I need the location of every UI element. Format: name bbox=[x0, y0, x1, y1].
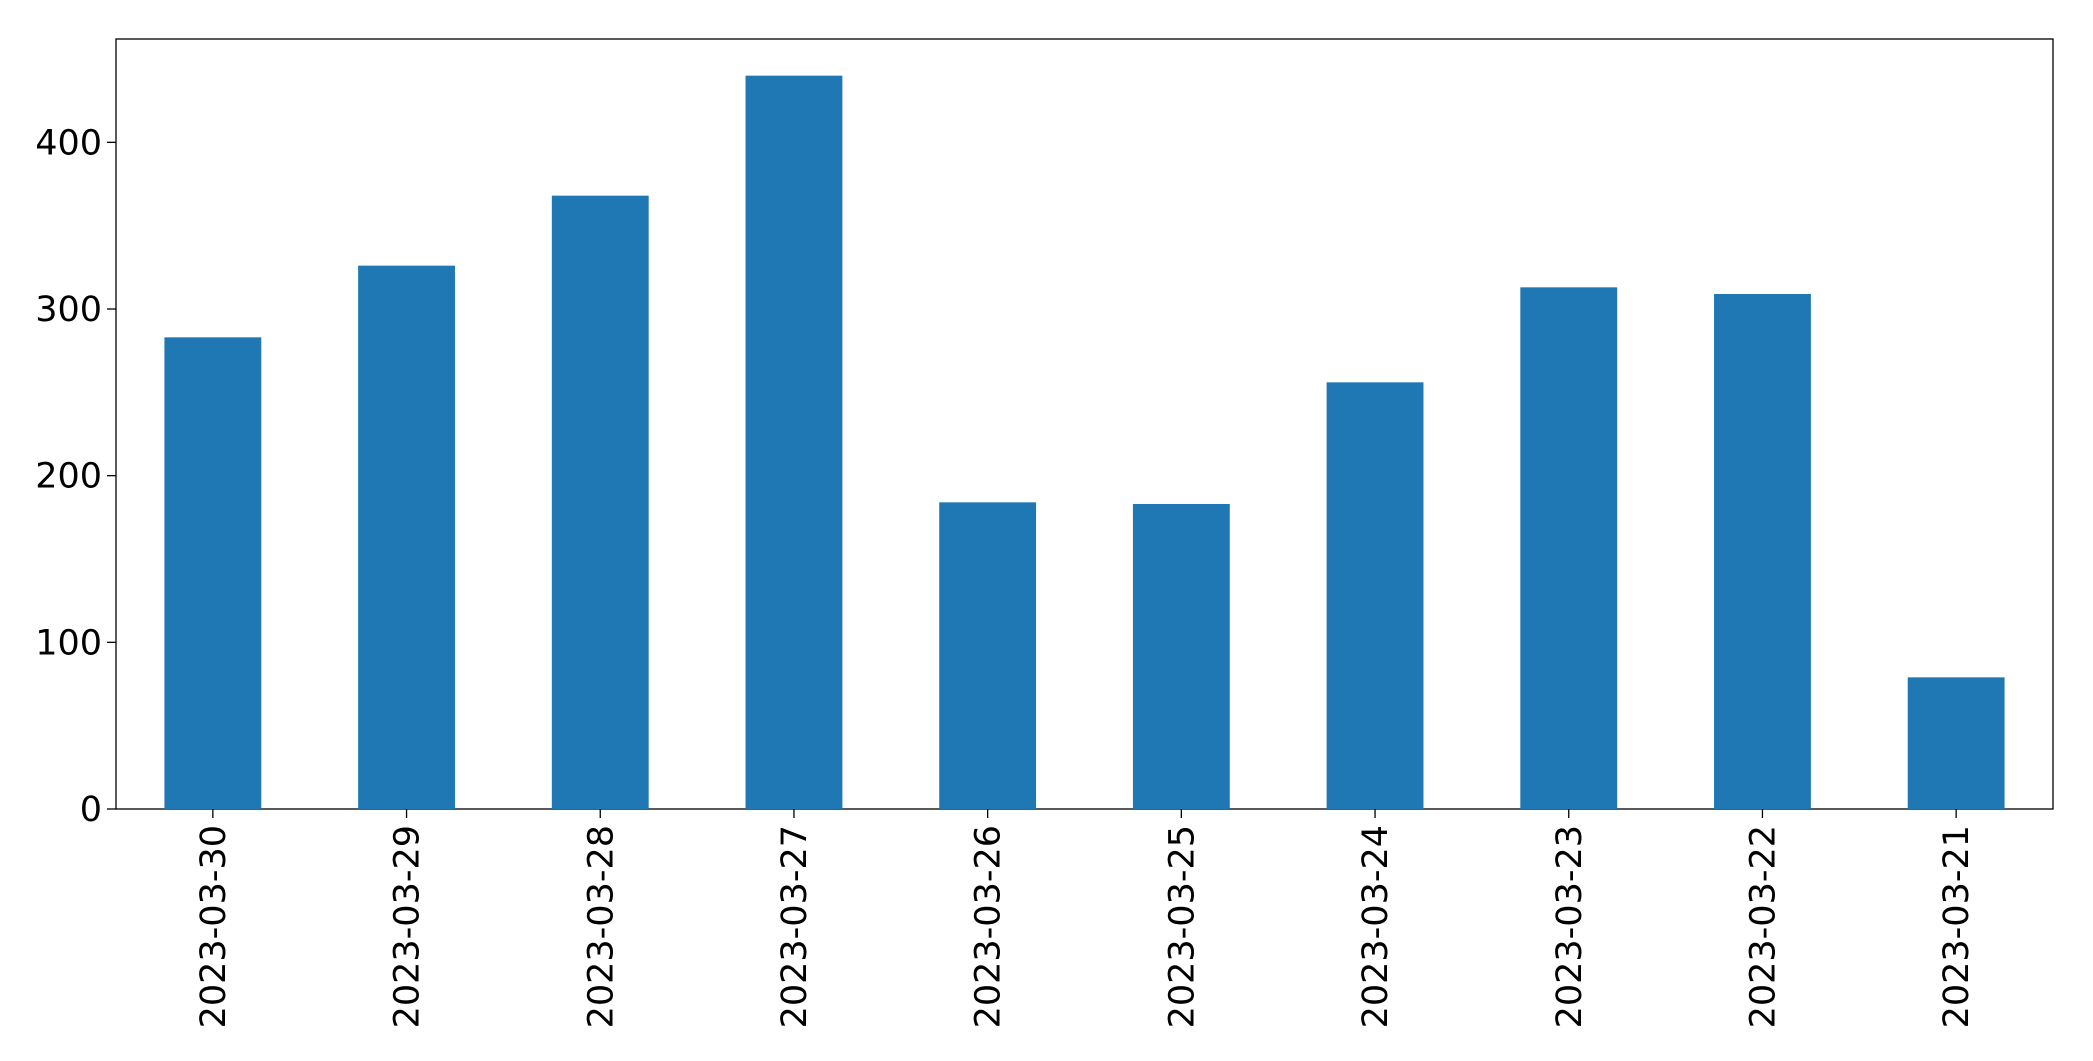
plot-frame bbox=[115, 38, 2054, 810]
x-tick-label: 2023-03-26 bbox=[969, 825, 1009, 1028]
y-tick-label: 400 bbox=[35, 123, 102, 163]
x-tick-label: 2023-03-29 bbox=[388, 825, 428, 1028]
bar bbox=[745, 75, 843, 809]
y-tick-label: 0 bbox=[80, 790, 102, 830]
x-tick-label: 2023-03-21 bbox=[1937, 825, 1977, 1028]
x-tick-label: 2023-03-25 bbox=[1162, 825, 1202, 1028]
y-tick-label: 300 bbox=[35, 290, 102, 330]
bar bbox=[1714, 294, 1811, 809]
x-tick-label: 2023-03-30 bbox=[194, 825, 234, 1028]
bar bbox=[164, 337, 262, 809]
x-tick-label: 2023-03-23 bbox=[1550, 825, 1590, 1028]
bar bbox=[1520, 287, 1618, 809]
bar bbox=[551, 195, 649, 809]
x-tick-label: 2023-03-22 bbox=[1743, 825, 1783, 1028]
x-tick-label: 2023-03-24 bbox=[1356, 825, 1396, 1028]
y-tick-label: 200 bbox=[35, 457, 102, 497]
bar bbox=[1907, 677, 2005, 809]
bar bbox=[1326, 382, 1424, 809]
x-tick-label: 2023-03-27 bbox=[775, 825, 815, 1028]
bar bbox=[939, 502, 1037, 809]
y-tick-label: 100 bbox=[35, 623, 102, 663]
bar bbox=[358, 265, 455, 810]
bar bbox=[1132, 504, 1230, 809]
x-tick-label: 2023-03-28 bbox=[581, 825, 621, 1028]
